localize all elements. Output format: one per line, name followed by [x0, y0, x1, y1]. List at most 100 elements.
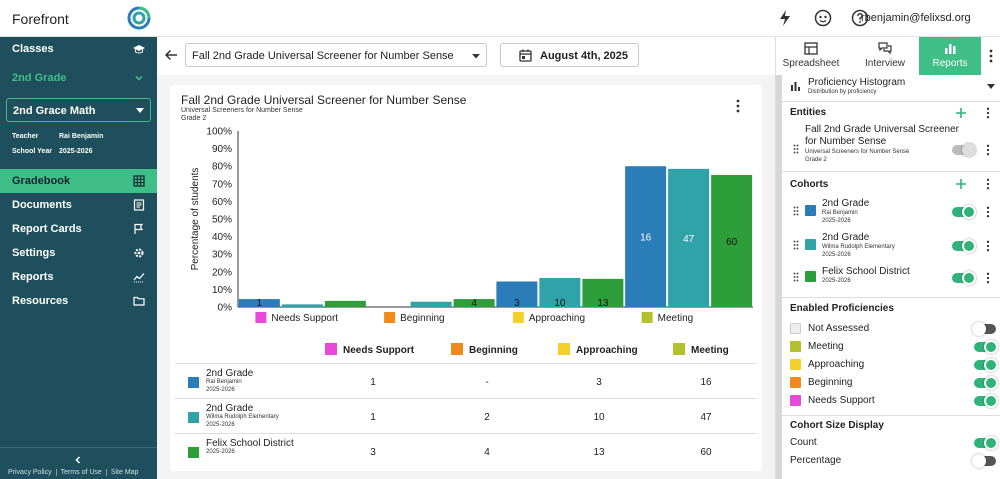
sidebar-item-report-cards[interactable]: Report Cards — [0, 217, 157, 241]
sidebar-item-label: Settings — [12, 247, 56, 259]
sidebar-item-gradebook[interactable]: Gradebook — [0, 169, 157, 193]
cohort-menu-icon[interactable] — [983, 239, 993, 253]
header-needs-support: Needs Support — [325, 343, 414, 356]
cohort-toggle[interactable] — [952, 205, 976, 219]
sidebar-grade[interactable]: 2nd Grade — [0, 66, 157, 90]
cohort-toggle[interactable] — [952, 239, 976, 253]
panel-scrollbar[interactable] — [776, 75, 782, 479]
lightning-icon[interactable] — [776, 9, 794, 27]
toggle-knob — [962, 205, 976, 219]
tab-spreadsheet[interactable]: Spreadsheet — [776, 37, 846, 75]
sidebar-item-resources[interactable]: Resources — [0, 289, 157, 313]
cohort-menu-icon[interactable] — [983, 205, 993, 219]
class-select-value: 2nd Grace Math — [13, 105, 96, 117]
report-type-select[interactable]: Proficiency Histogram Distribution by pr… — [782, 75, 1000, 99]
help-icon[interactable] — [851, 9, 869, 27]
x-tick-label: Meeting — [658, 313, 694, 324]
cohort-menu-icon[interactable] — [983, 271, 993, 285]
sidebar-item-documents[interactable]: Documents — [0, 193, 157, 217]
entity-toggle[interactable] — [952, 143, 976, 157]
header-label: Beginning — [469, 345, 518, 356]
tab-label: Reports — [932, 58, 968, 69]
y-tick-label: 0% — [218, 303, 233, 314]
header-label: Needs Support — [343, 345, 415, 356]
row-sub: 2025-2026 — [206, 387, 235, 393]
cohort-swatch — [188, 447, 199, 458]
proficiency-swatch — [790, 377, 801, 388]
sidebar-item-label: Reports — [12, 271, 54, 283]
count-label: Count — [790, 437, 817, 448]
date-value: August 4th, 2025 — [540, 50, 629, 62]
proficiency-toggle[interactable] — [974, 358, 998, 372]
x-tick-label: Beginning — [400, 313, 444, 324]
cohorts-menu-icon[interactable] — [983, 177, 993, 191]
y-tick-label: 40% — [212, 232, 232, 243]
tab-interview[interactable]: Interview — [850, 37, 920, 75]
header-beginning: Beginning — [451, 343, 518, 356]
panel-menu-icon[interactable] — [985, 49, 997, 63]
proficiency-swatch — [790, 323, 801, 334]
bar-value-label: 16 — [640, 233, 652, 244]
table-header: Needs Support Beginning Approaching Meet… — [175, 337, 757, 361]
y-tick-label: 90% — [212, 144, 232, 155]
sidebar-classes[interactable]: Classes — [0, 37, 157, 61]
toggle-knob — [972, 322, 986, 336]
table-row: 2nd Grade Wilma Rudolph Elementary 2025-… — [175, 398, 757, 433]
assessment-select[interactable]: Fall 2nd Grade Universal Screener for Nu… — [185, 43, 487, 67]
proficiency-toggle[interactable] — [972, 322, 996, 336]
proficiency-swatch — [790, 341, 801, 352]
add-entity-icon[interactable] — [956, 108, 966, 118]
entities-menu-icon[interactable] — [983, 106, 993, 120]
category-swatch — [255, 312, 267, 323]
count-toggle[interactable] — [974, 436, 998, 450]
date-picker-button[interactable]: August 4th, 2025 — [500, 43, 639, 67]
entity-menu-icon[interactable] — [983, 143, 993, 157]
sidebar: Classes 2nd Grade 2nd Grace Math Teacher… — [0, 37, 157, 479]
caret-down-icon — [987, 84, 995, 89]
meeting-swatch — [673, 343, 685, 355]
proficiency-toggle[interactable] — [974, 394, 998, 408]
proficiency-toggle[interactable] — [974, 376, 998, 390]
user-email[interactable]: rbenjamin@felixsd.org — [861, 12, 971, 24]
cohort-size-title: Cohort Size Display — [790, 420, 884, 431]
report-type-desc: Distribution by proficiency — [808, 89, 877, 95]
cohort-toggle[interactable] — [952, 271, 976, 285]
report-menu-icon[interactable] — [732, 99, 744, 113]
header-approaching: Approaching — [558, 343, 638, 356]
drag-handle-icon[interactable] — [793, 272, 799, 282]
tab-reports[interactable]: Reports — [919, 37, 981, 75]
class-select[interactable]: 2nd Grace Math — [6, 98, 151, 122]
site-map-link[interactable]: Site Map — [110, 469, 139, 476]
add-cohort-icon[interactable] — [956, 179, 966, 189]
forefront-logo-icon — [127, 6, 151, 30]
drag-handle-icon[interactable] — [793, 206, 799, 216]
percentage-toggle[interactable] — [972, 454, 996, 468]
proficiency-toggle[interactable] — [974, 340, 998, 354]
back-arrow-icon[interactable] — [164, 48, 178, 62]
proficiency-swatch — [790, 395, 801, 406]
caret-down-icon — [472, 54, 480, 59]
collapse-sidebar-button[interactable] — [0, 447, 157, 471]
drag-handle-icon[interactable] — [793, 144, 799, 154]
bar — [324, 300, 366, 307]
bar-chart-icon — [945, 44, 956, 54]
row-sub: Rai Benjamin — [206, 379, 242, 385]
cell-value: 47 — [700, 412, 712, 423]
entities-title: Entities — [790, 107, 827, 118]
teacher-value: Rai Benjamin — [59, 133, 104, 140]
proficiency-histogram: 0% 10% 20% 30% 40% 50% 60% 70% 80% 90% 100% Percent… — [190, 127, 753, 324]
year-label: School Year — [12, 148, 52, 155]
cohorts-section: Cohorts 2nd Grade Rai Benjamin 2025-2026… — [782, 171, 1000, 289]
toggle-knob — [972, 454, 986, 468]
report-subtitle: Universal Screeners for Number Sense — [181, 107, 303, 114]
sidebar-item-reports[interactable]: Reports — [0, 265, 157, 289]
drag-handle-icon[interactable] — [793, 240, 799, 250]
y-tick-label: 20% — [212, 267, 232, 278]
sidebar-item-settings[interactable]: Settings — [0, 241, 157, 265]
privacy-policy-link[interactable]: Privacy Policy — [0, 469, 57, 476]
face-icon[interactable] — [814, 9, 832, 27]
terms-link[interactable]: Terms of Use — [57, 469, 107, 476]
tab-label: Interview — [864, 58, 905, 69]
cohort-sub: Wilma Rudolph Elementary — [822, 244, 895, 250]
cohort-swatch — [805, 205, 816, 216]
